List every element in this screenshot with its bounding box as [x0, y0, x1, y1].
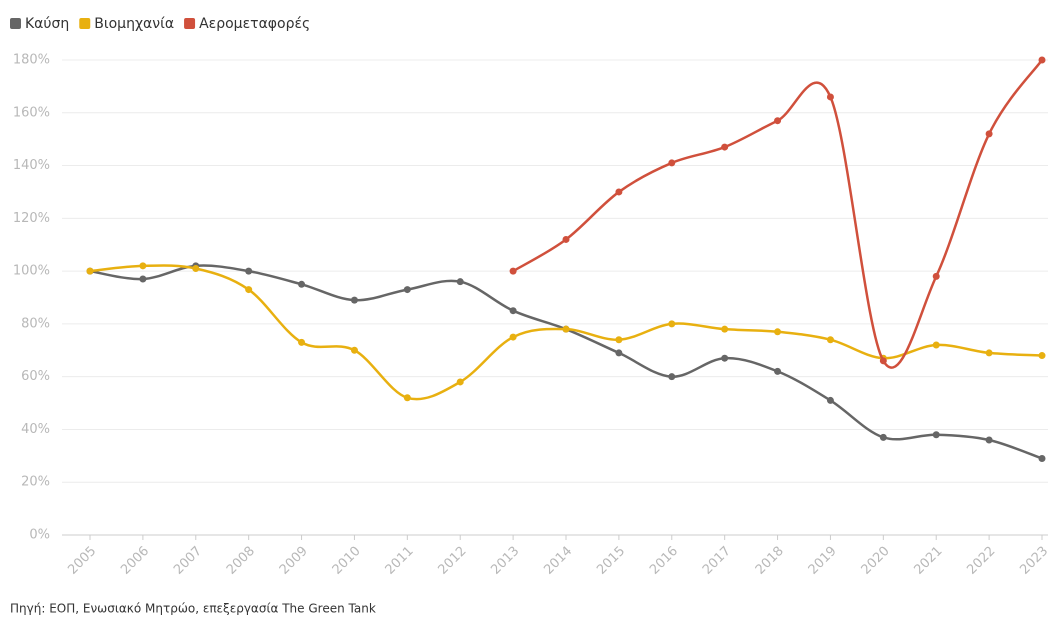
data-point [192, 264, 200, 272]
legend-swatch [184, 18, 196, 29]
data-point [615, 188, 623, 196]
data-point [1038, 352, 1046, 360]
data-point [245, 286, 253, 294]
data-point [1038, 56, 1046, 64]
y-tick-label: 120% [13, 211, 50, 226]
x-tick-label: 2012 [436, 544, 470, 578]
x-tick-label: 2008 [224, 544, 258, 578]
x-tick-label: 2014 [541, 544, 575, 578]
legend-label: Καύση [25, 16, 69, 32]
x-tick-label: 2005 [65, 544, 99, 578]
data-point [668, 320, 676, 328]
data-point [1038, 454, 1046, 462]
data-point [615, 349, 623, 357]
x-tick-label: 2023 [1017, 544, 1051, 578]
x-tick-label: 2007 [171, 544, 205, 578]
data-point [562, 325, 570, 333]
x-tick-label: 2006 [118, 544, 152, 578]
legend-swatch [79, 18, 91, 29]
data-point [86, 267, 94, 275]
legend-label: Αερομεταφορές [199, 16, 310, 32]
x-tick-label: 2022 [964, 544, 998, 578]
data-point [456, 278, 464, 286]
data-point [350, 296, 358, 304]
data-point [826, 93, 834, 101]
data-point [879, 433, 887, 441]
x-tick-label: 2019 [806, 544, 840, 578]
y-tick-label: 40% [21, 422, 50, 437]
data-point [139, 275, 147, 283]
data-point [562, 235, 570, 243]
x-tick-label: 2020 [859, 544, 893, 578]
data-point [721, 325, 729, 333]
y-tick-label: 140% [13, 158, 50, 173]
data-point [826, 336, 834, 344]
x-tick-label: 2021 [912, 544, 946, 578]
data-point [985, 436, 993, 444]
x-tick-label: 2009 [277, 544, 311, 578]
source-note: Πηγή: ΕΟΠ, Ενωσιακό Μητρώο, επεξεργασία … [10, 602, 376, 616]
data-point [985, 349, 993, 357]
y-tick-label: 0% [29, 528, 50, 543]
data-point [721, 143, 729, 151]
data-point [668, 373, 676, 381]
x-tick-label: 2010 [330, 544, 364, 578]
x-tick-label: 2015 [594, 544, 628, 578]
data-point [879, 357, 887, 365]
series-line [512, 59, 1044, 369]
data-point [774, 367, 782, 375]
data-point [721, 354, 729, 362]
data-point [298, 338, 306, 346]
y-tick-label: 20% [21, 475, 50, 490]
x-tick-label: 2017 [700, 544, 734, 578]
data-point [509, 267, 517, 275]
data-point [932, 272, 940, 280]
data-point [403, 286, 411, 294]
data-point [774, 328, 782, 336]
data-point [668, 159, 676, 167]
y-tick-label: 80% [21, 316, 50, 331]
data-point [985, 130, 993, 138]
data-point [774, 117, 782, 125]
legend-swatch [10, 18, 21, 29]
data-point [298, 280, 306, 288]
x-tick-label: 2016 [647, 544, 681, 578]
data-point [932, 341, 940, 349]
y-tick-label: 100% [13, 264, 50, 279]
y-tick-label: 180% [13, 53, 50, 68]
data-point [139, 262, 147, 270]
x-tick-label: 2013 [488, 544, 522, 578]
data-point [456, 378, 464, 386]
data-point [932, 431, 940, 439]
data-point [403, 394, 411, 402]
x-tick-label: 2011 [383, 544, 417, 578]
y-tick-label: 160% [13, 105, 50, 120]
x-tick-label: 2018 [753, 544, 787, 578]
data-point [509, 333, 517, 341]
data-point [615, 336, 623, 344]
data-point [350, 346, 358, 354]
data-point [826, 396, 834, 404]
legend-label: Βιομηχανία [94, 16, 174, 32]
data-point [509, 307, 517, 315]
y-tick-label: 60% [21, 369, 50, 384]
data-point [245, 267, 253, 275]
